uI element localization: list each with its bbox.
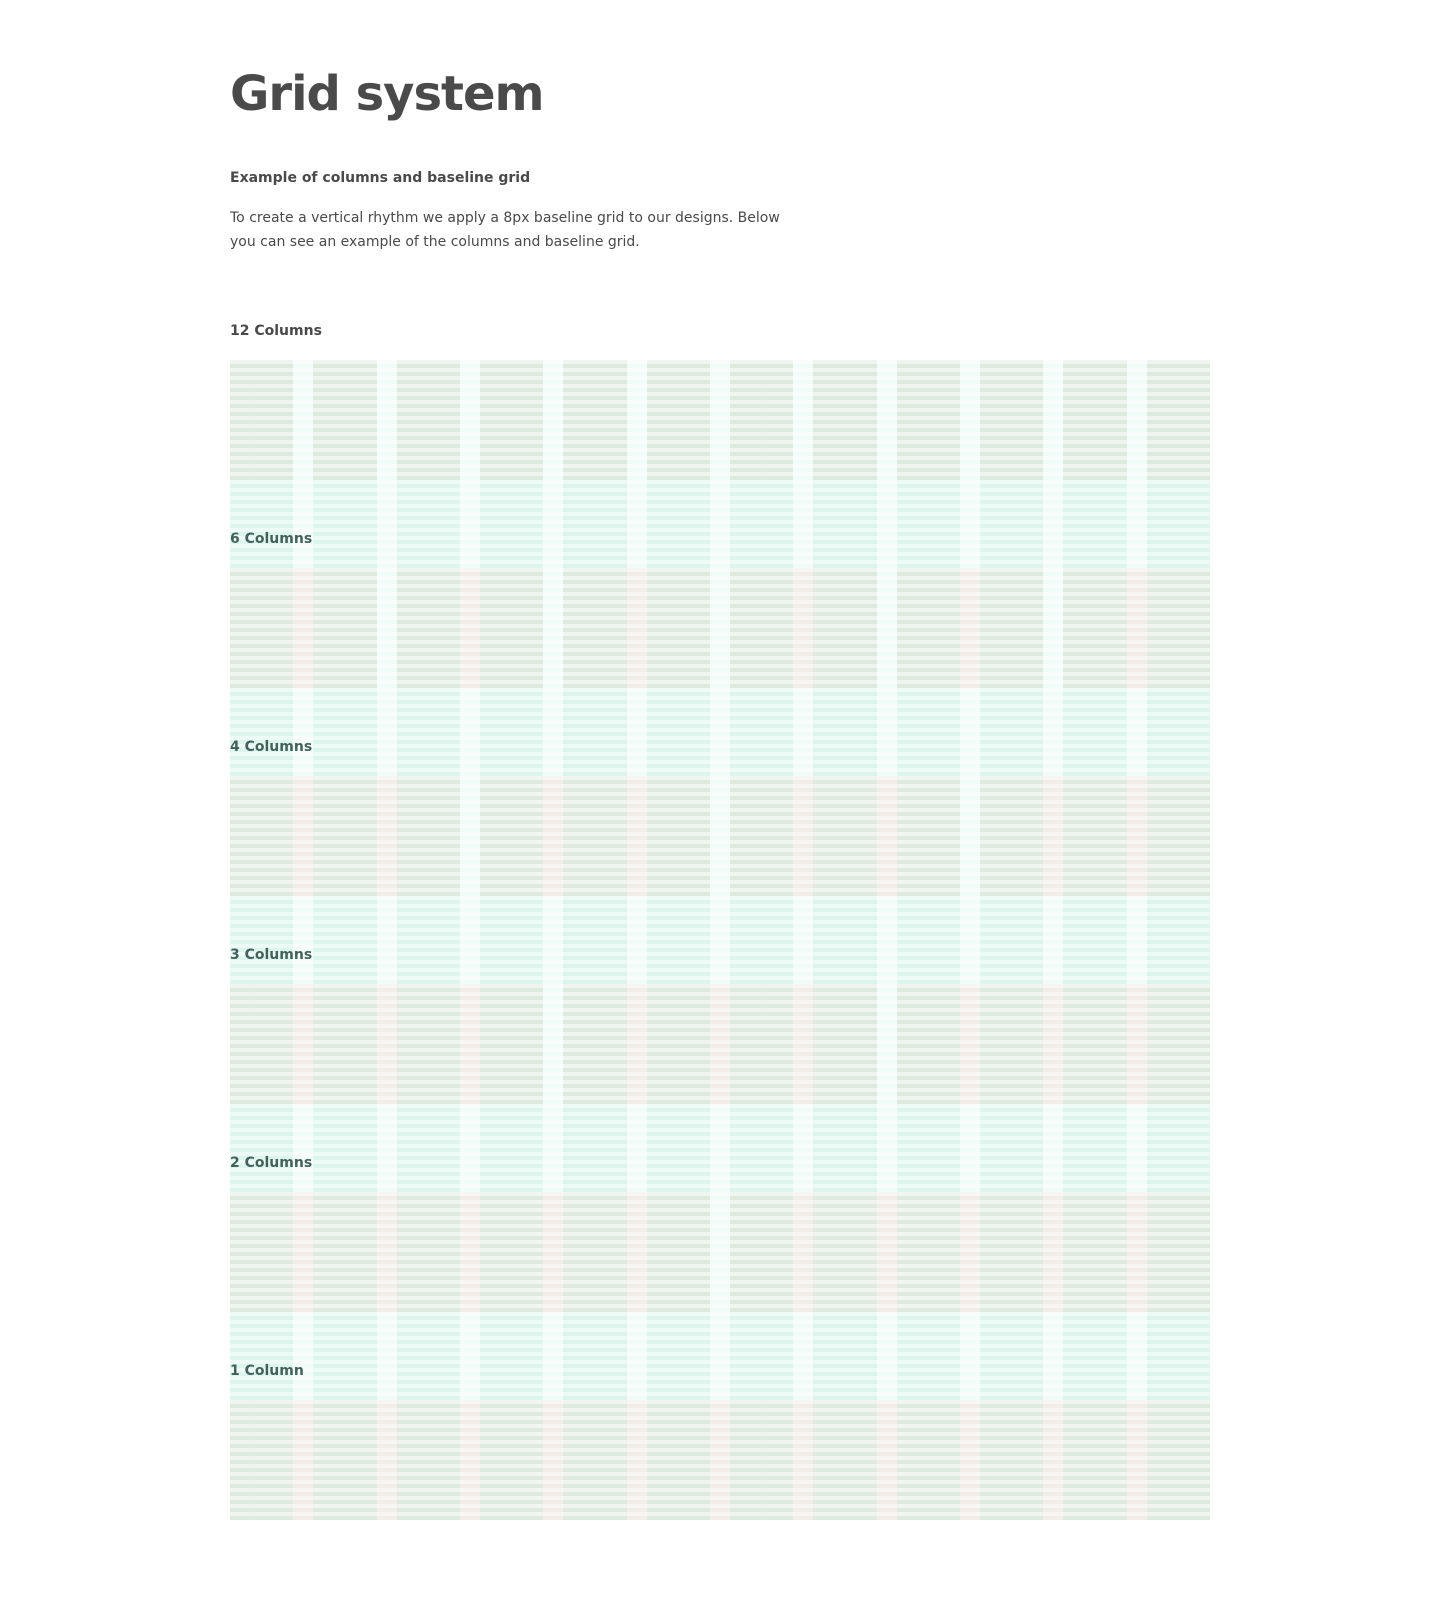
row-label: 3 Columns [230,947,313,963]
grid-demo [230,360,1210,1520]
baseline-grid [230,360,1210,1520]
row-label: 4 Columns [230,739,313,755]
description: To create a vertical rhythm we apply a 8… [230,210,780,250]
row-label: 12 Columns [230,323,322,339]
row-label: 6 Columns [230,531,313,547]
page-title: Grid system [230,66,545,122]
row-label: 2 Columns [230,1155,313,1171]
row-label: 1 Column [230,1363,304,1379]
subtitle: Example of columns and baseline grid [230,170,531,186]
